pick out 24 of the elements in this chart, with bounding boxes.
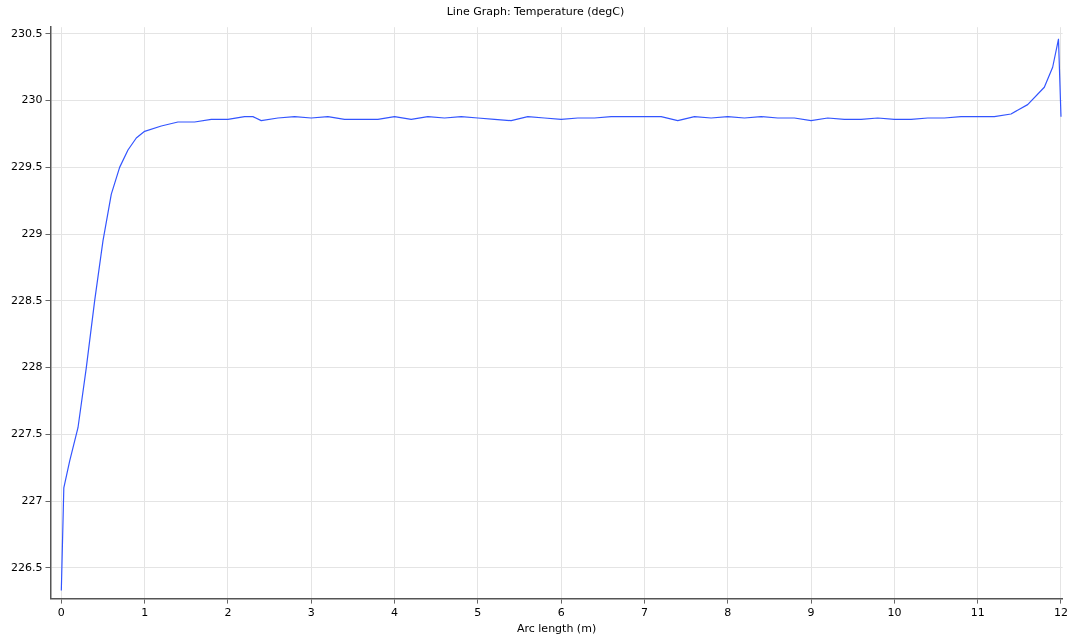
x-tick-label: 10 [887, 606, 902, 620]
y-tick-label: 230.5 [10, 26, 43, 40]
y-tick-label: 228.5 [10, 293, 43, 307]
x-tick-label: 3 [307, 606, 315, 620]
chart-title: Line Graph: Temperature (degC) [446, 5, 625, 19]
x-tick-label: 8 [724, 606, 732, 620]
x-tick-label: 11 [970, 606, 985, 620]
y-tick-label: 226.5 [10, 560, 43, 574]
y-tick-label: 227.5 [10, 427, 43, 441]
x-tick-label: 2 [224, 606, 232, 620]
x-tick-label: 7 [640, 606, 648, 620]
x-tick-label: 5 [474, 606, 482, 620]
y-tick-label: 229 [21, 226, 43, 240]
y-tick-label: 228 [21, 360, 43, 374]
x-tick-label: 9 [807, 606, 815, 620]
y-tick-label: 230 [21, 93, 43, 107]
y-tick-label: 227 [21, 494, 43, 507]
y-tick-label: 229.5 [10, 160, 43, 174]
x-tick-label: 1 [141, 606, 149, 620]
x-tick-label: 12 [1053, 606, 1068, 620]
x-tick-label: 6 [557, 606, 565, 620]
x-axis-title: Arc length (m) [516, 622, 597, 636]
x-tick-label: 0 [57, 606, 65, 620]
x-tick-label: 4 [391, 606, 399, 620]
